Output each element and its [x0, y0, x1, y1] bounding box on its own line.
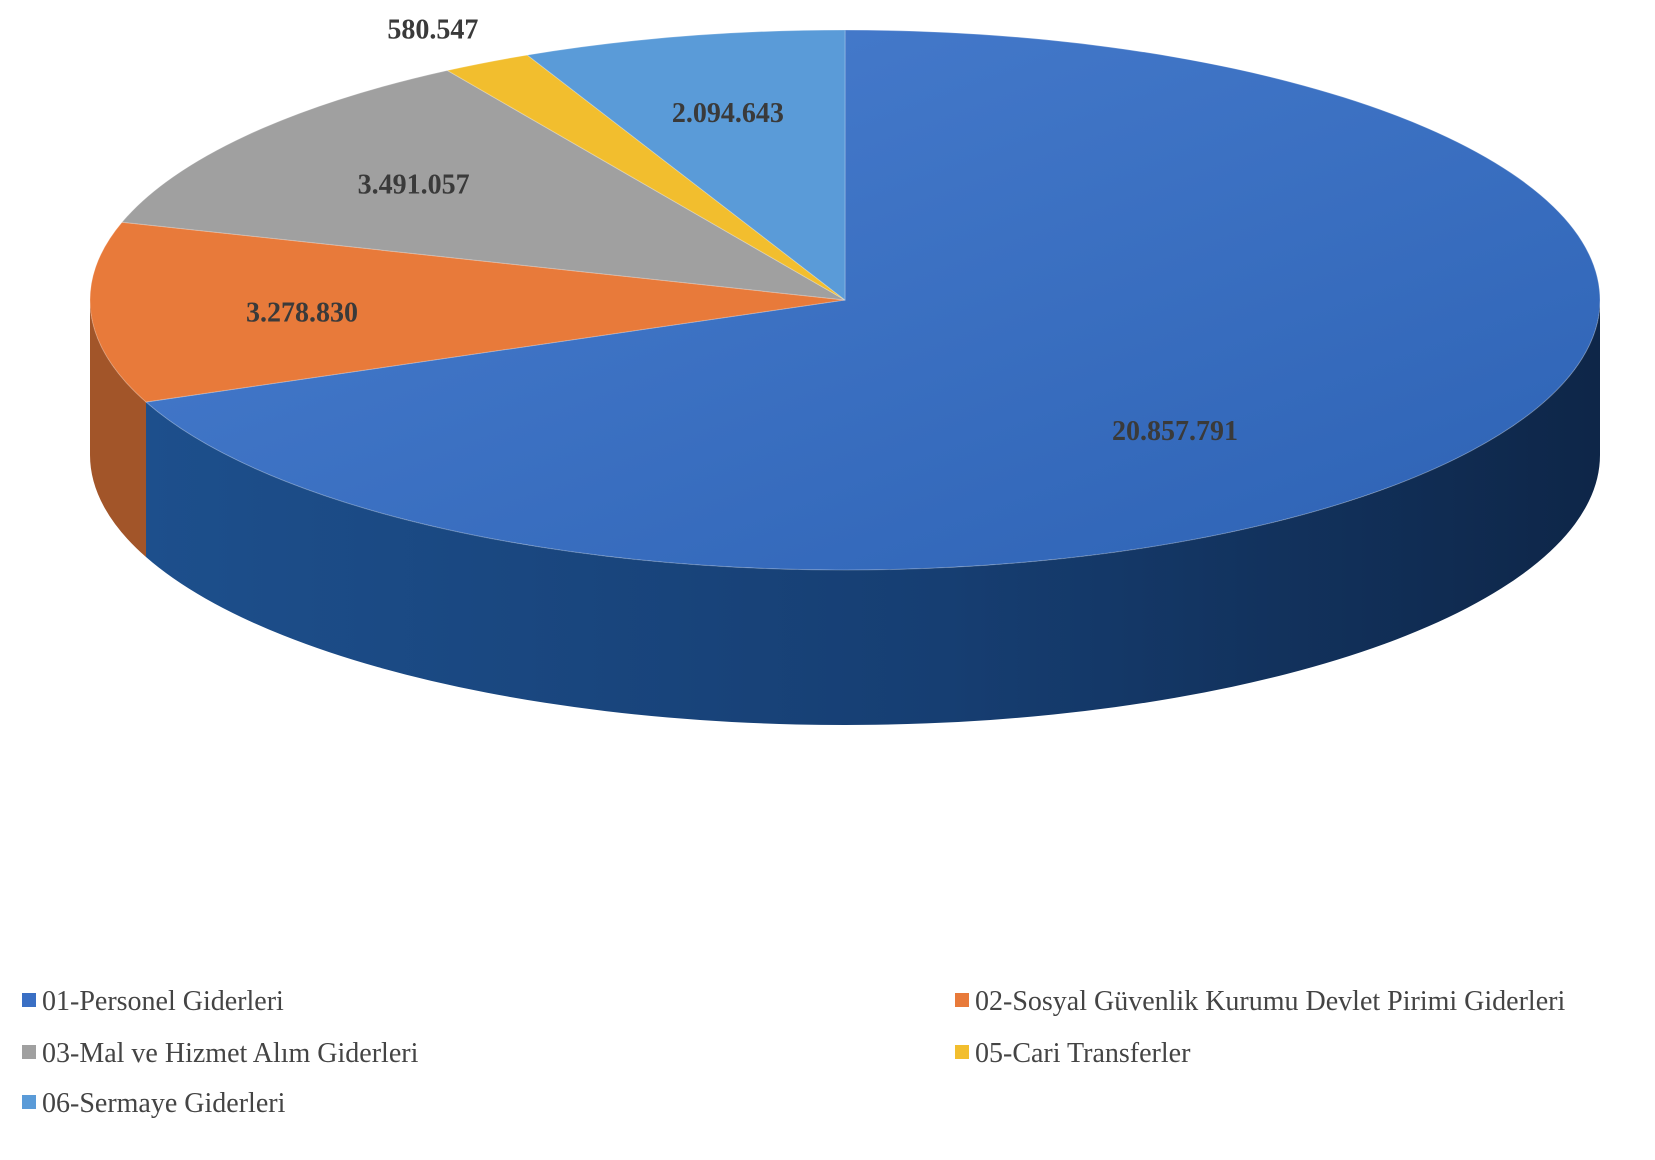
legend-swatch-03-mal-ve-hizmet-al-m-giderleri: [22, 1045, 36, 1059]
legend-item-02-sosyal-g-venlik-kurumu-devlet-pirimi-giderleri: 02-Sosyal Güvenlik Kurumu Devlet Pirimi …: [955, 986, 1565, 1017]
data-label-05-cari-transferler: 580.547: [387, 15, 478, 46]
legend-swatch-01-personel-giderleri: [22, 993, 36, 1007]
pie-slice-06-sermaye-giderleri: [526, 29, 846, 302]
legend-item-05-cari-transferler: 05-Cari Transferler: [955, 1038, 1191, 1069]
legend-swatch-02-sosyal-g-venlik-kurumu-devlet-pirimi-giderleri: [955, 993, 969, 1007]
pie-slice-02-sosyal-g-venlik-kurumu-devlet-pirimi-giderleri: [89, 221, 846, 403]
legend-label-06-sermaye-giderleri: 06-Sermaye Giderleri: [42, 1088, 286, 1119]
pie-slice-05-cari-transferler: [445, 54, 846, 301]
pie-side-02-sosyal-g-venlik-kurumu-devlet-pirimi-giderleri: [90, 300, 147, 558]
legend-item-03-mal-ve-hizmet-al-m-giderleri: 03-Mal ve Hizmet Alım Giderleri: [22, 1038, 419, 1069]
legend-label-05-cari-transferler: 05-Cari Transferler: [975, 1038, 1191, 1069]
pie-slice-03-mal-ve-hizmet-al-m-giderleri: [121, 69, 846, 301]
pie-side-01-personel-giderleri: [146, 300, 1601, 726]
data-label-01-personel-giderleri: 20.857.791: [1112, 416, 1238, 447]
data-label-03-mal-ve-hizmet-al-m-giderleri: 3.491.057: [358, 170, 470, 201]
data-labels: 20.857.791 3.278.830 3.491.057 580.547 2.094…: [246, 15, 1238, 447]
legend-item-06-sermaye-giderleri: 06-Sermaye Giderleri: [22, 1088, 286, 1119]
legend-label-01-personel-giderleri: 01-Personel Giderleri: [42, 986, 284, 1017]
legend-label-02-sosyal-g-venlik-kurumu-devlet-pirimi-giderleri: 02-Sosyal Güvenlik Kurumu Devlet Pirimi …: [975, 986, 1565, 1017]
legend-label-03-mal-ve-hizmet-al-m-giderleri: 03-Mal ve Hizmet Alım Giderleri: [42, 1038, 419, 1069]
legend: 01-Personel Giderleri 02-Sosyal Güvenlik …: [22, 986, 1565, 1119]
data-label-02-sosyal-g-venlik-kurumu-devlet-pirimi-giderleri: 3.278.830: [246, 297, 358, 328]
legend-item-01-personel-giderleri: 01-Personel Giderleri: [22, 986, 284, 1017]
legend-swatch-06-sermaye-giderleri: [22, 1095, 36, 1109]
legend-swatch-05-cari-transferler: [955, 1045, 969, 1059]
data-label-06-sermaye-giderleri: 2.094.643: [672, 98, 784, 129]
pie-side-walls: [90, 300, 1601, 726]
pie-top-faces: [89, 29, 1601, 571]
pie-slice-01-personel-giderleri: [144, 29, 1601, 571]
